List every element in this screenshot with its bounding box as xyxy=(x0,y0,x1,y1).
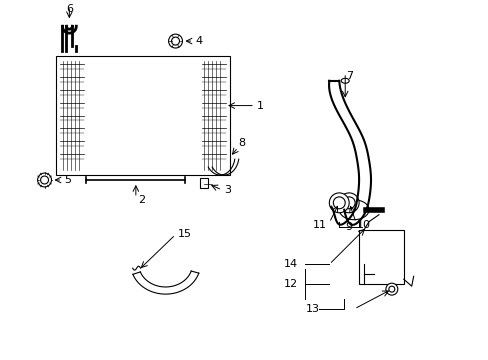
Circle shape xyxy=(385,283,397,295)
Text: 10: 10 xyxy=(356,220,370,230)
Text: 3: 3 xyxy=(224,185,231,195)
Circle shape xyxy=(168,34,182,48)
Text: 2: 2 xyxy=(138,195,144,205)
Circle shape xyxy=(388,286,394,292)
Text: 11: 11 xyxy=(312,220,325,230)
Bar xyxy=(200,178,208,188)
Circle shape xyxy=(171,37,179,45)
Text: 12: 12 xyxy=(283,279,297,289)
Circle shape xyxy=(38,173,51,187)
Text: 7: 7 xyxy=(346,71,353,81)
Text: 9: 9 xyxy=(345,222,352,231)
Text: 1: 1 xyxy=(256,100,264,111)
Text: 4: 4 xyxy=(195,36,202,46)
Text: 13: 13 xyxy=(305,304,319,314)
Text: 5: 5 xyxy=(64,175,71,185)
Circle shape xyxy=(328,193,348,213)
Circle shape xyxy=(343,197,354,209)
Circle shape xyxy=(41,176,48,184)
Text: 8: 8 xyxy=(238,138,244,148)
Circle shape xyxy=(339,193,358,213)
Text: 6: 6 xyxy=(66,4,73,14)
Bar xyxy=(358,230,403,284)
Bar xyxy=(56,56,230,175)
Text: 14: 14 xyxy=(283,259,297,269)
Text: 15: 15 xyxy=(177,229,191,239)
Ellipse shape xyxy=(339,200,368,220)
Ellipse shape xyxy=(341,78,348,83)
Circle shape xyxy=(333,197,345,209)
